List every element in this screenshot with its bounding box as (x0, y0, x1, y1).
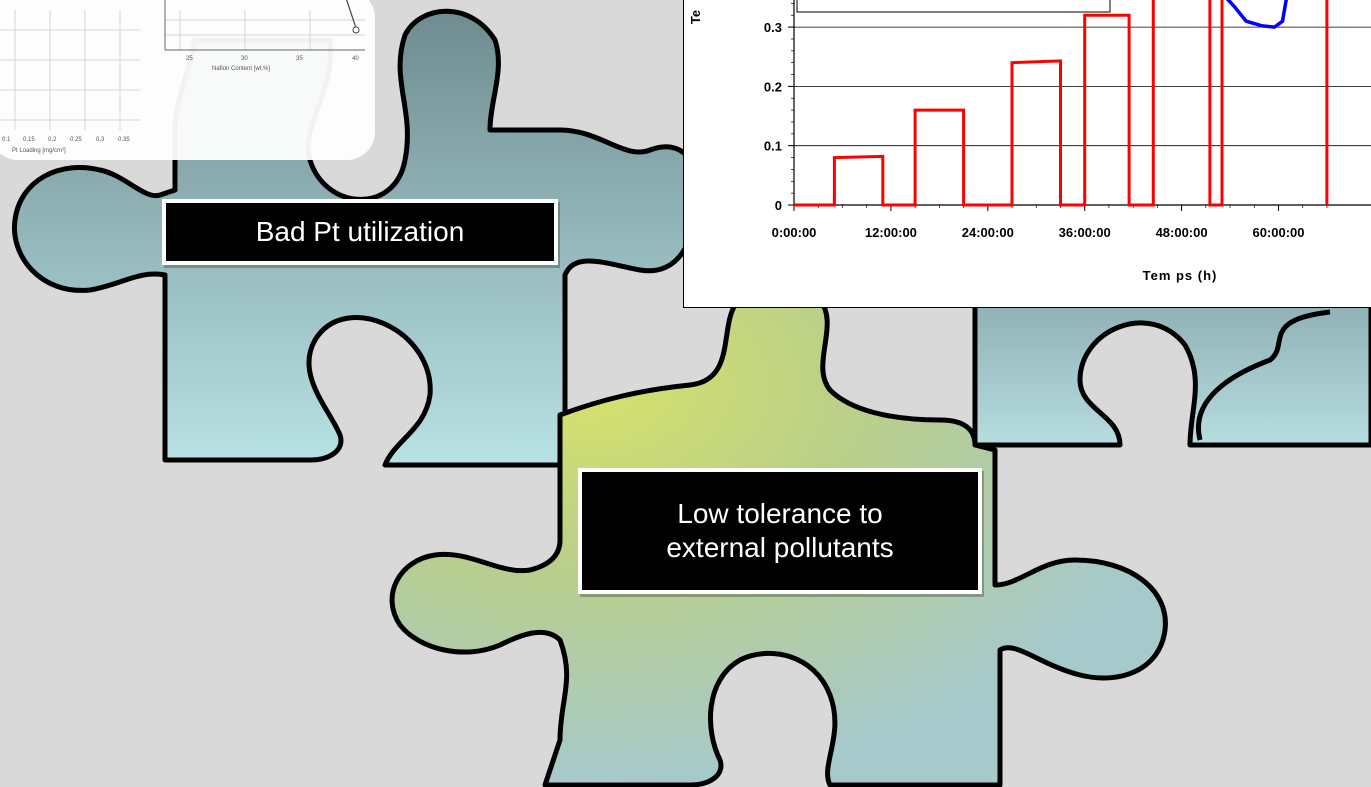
label-text: Bad Pt utilization (255, 216, 465, 247)
chart-panel: Te Tem ps (h) 0 0.1 0.2 0.3 0:00:00 12:00:00 2… (683, 0, 1371, 308)
thumb-right-tick: 25 (186, 56, 193, 62)
x-axis-label: Tem ps (h) (1143, 268, 1218, 283)
thumb-left-xlabel: Pt Loading [mg/cm²] (12, 148, 66, 154)
thumbnail-graphs: 0.1 0.15 0.2 0.25 0.3 0.35 Pt Loading [m… (0, 0, 375, 160)
x-tick-label: 48:00:00 (1156, 225, 1208, 240)
label-low-tolerance: Low tolerance to external pollutants (578, 468, 982, 594)
label-text-line1: Low tolerance to (677, 498, 883, 529)
thumb-left-tick: 0.35 (118, 137, 130, 143)
puzzle-hole-right (1196, 309, 1331, 441)
y-tick-label: 0.3 (764, 20, 782, 35)
x-tick-label: 36:00:00 (1059, 225, 1111, 240)
y-tick-label: 0.2 (764, 79, 782, 94)
puzzle-piece-right (972, 297, 1371, 448)
x-tick-label: 60:00:00 (1252, 225, 1304, 240)
label-bad-pt-utilization: Bad Pt utilization (162, 199, 558, 265)
y-axis-label-partial: Te (688, 10, 703, 24)
chart-svg: Te Tem ps (h) 0 0.1 0.2 0.3 0:00:00 12:00:00 2… (688, 0, 1371, 283)
label-text-line2: external pollutants (666, 532, 894, 563)
thumb-left-tick: 0.25 (70, 137, 82, 143)
x-tick-label: 0:00:00 (772, 225, 817, 240)
thumb-left-tick: 0.3 (96, 137, 105, 143)
x-tick-label: 24:00:00 (962, 225, 1014, 240)
y-tick-label: 0.1 (764, 139, 782, 154)
y-tick-label: 0 (775, 198, 782, 213)
x-tick-label: 12:00:00 (865, 225, 917, 240)
series-line-blue (1225, 0, 1288, 29)
thumb-right-tick: 30 (241, 56, 248, 62)
series-line-red (794, 0, 1329, 207)
thumb-left-tick: 0.2 (48, 137, 57, 143)
thumb-right-tick: 35 (296, 56, 303, 62)
legend-box-partial (796, 0, 1111, 13)
thumb-left-tick: 0.15 (23, 137, 35, 143)
thumb-right-tick: 40 (352, 56, 359, 62)
thumb-left-tick: 0.1 (2, 137, 11, 143)
thumb-right-xlabel: Nafion Content [wt.%] (212, 66, 270, 72)
